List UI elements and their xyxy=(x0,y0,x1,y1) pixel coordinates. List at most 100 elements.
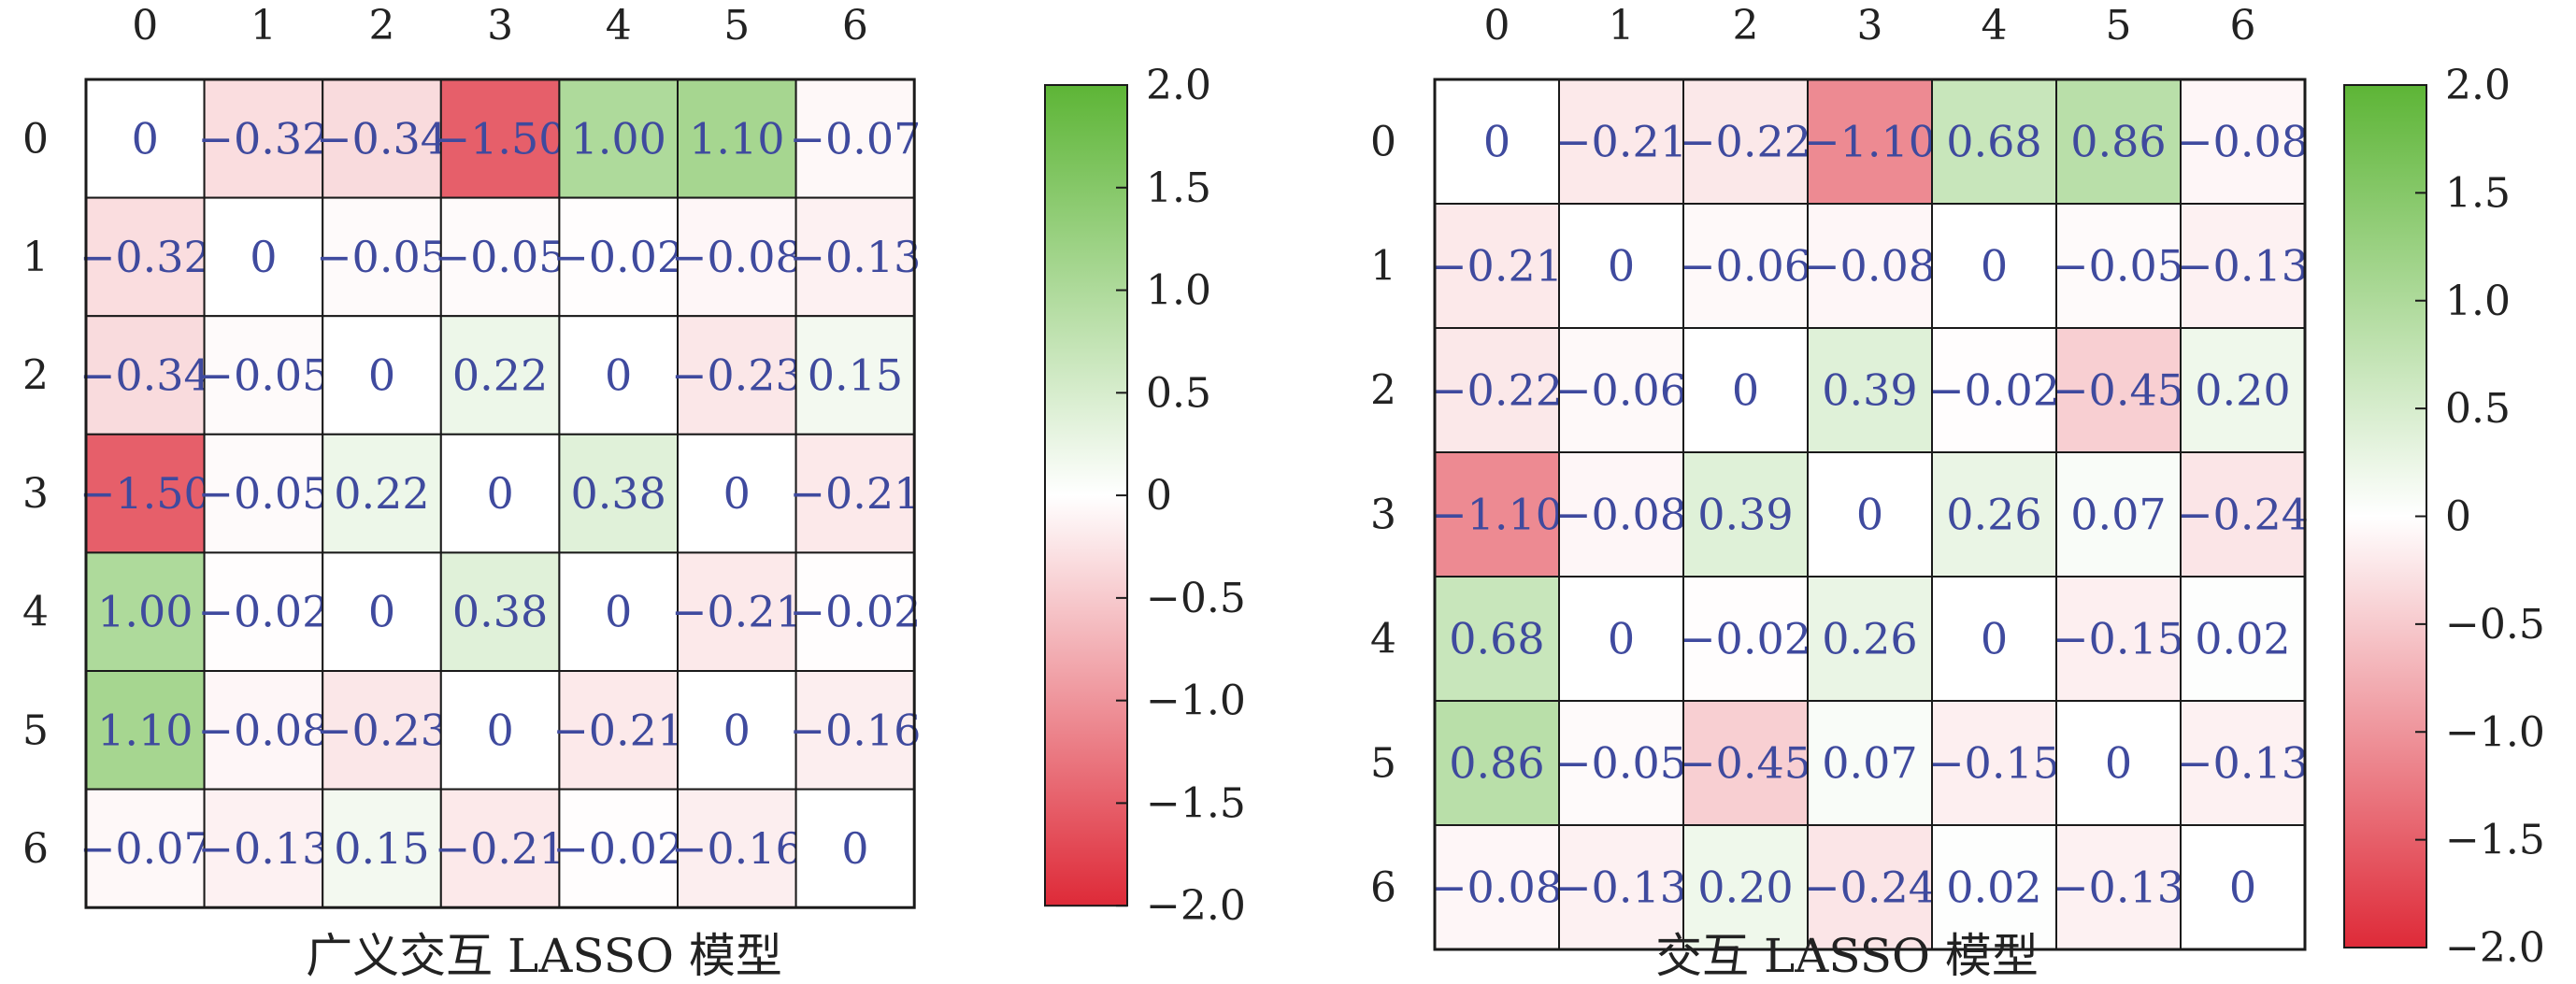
cell-value-label: −0.24 xyxy=(1804,863,1936,913)
y-tick-label: 0 xyxy=(1370,119,1396,166)
cell-value-label: −0.45 xyxy=(1680,738,1811,789)
cell-value-label: −0.13 xyxy=(197,823,329,874)
heatmap-cell xyxy=(1931,824,2057,950)
colorbar-tick-label: 1.5 xyxy=(2445,169,2511,217)
cell-value-label: −0.02 xyxy=(552,823,684,874)
heatmap-cell xyxy=(794,433,916,554)
cell-value-label: −1.10 xyxy=(1804,117,1936,167)
cell-value-label: 0 xyxy=(841,823,868,874)
cell-value-label: 0.15 xyxy=(334,823,429,874)
cell-value-label: 0 xyxy=(1732,365,1759,416)
cell-value-label: −0.02 xyxy=(197,587,329,637)
cell-value-label: 0.26 xyxy=(1822,614,1917,664)
colorbar-tick-label: −2.0 xyxy=(1146,882,1246,930)
heatmap-cell xyxy=(1682,203,1809,329)
cell-value-label: −0.23 xyxy=(316,705,448,755)
heatmap-cell xyxy=(203,78,324,199)
heatmap-cell xyxy=(794,315,916,435)
heatmap-cell xyxy=(558,315,680,435)
cell-value-label: 0.68 xyxy=(1946,117,2041,167)
heatmap-cell xyxy=(1807,451,1933,578)
x-tick-label: 5 xyxy=(2106,2,2132,50)
y-tick-label: 6 xyxy=(1370,864,1396,912)
cell-value-label: 0 xyxy=(2229,863,2256,913)
cell-value-label: 0.20 xyxy=(1697,863,1793,913)
cell-value-label: −0.02 xyxy=(1928,365,2060,416)
colorbar-tick-label: 1.0 xyxy=(1146,267,1211,315)
cell-value-label: −0.34 xyxy=(79,350,211,401)
cell-value-label: 0 xyxy=(1981,241,2008,292)
heatmap-cell xyxy=(1807,824,1933,950)
y-tick-label: 0 xyxy=(22,115,49,163)
cell-value-label: 0.68 xyxy=(1449,614,1544,664)
cell-value-label: 0 xyxy=(1608,241,1635,292)
cell-value-label: 0.86 xyxy=(1449,738,1544,789)
colorbar-tick-label: −1.5 xyxy=(2445,817,2545,864)
cell-value-label: 0.39 xyxy=(1697,490,1793,540)
cell-value-label: 0.86 xyxy=(2070,117,2166,167)
heatmap-cell xyxy=(1682,78,1809,205)
y-tick-label: 5 xyxy=(22,706,49,754)
cell-value-label: −1.50 xyxy=(79,468,211,519)
heatmap-left: 0 −0.32−0.34−1.50 1.00 1.10 −0.07−0.32 0 −0.05… xyxy=(22,2,1246,983)
cell-value-label: 1.10 xyxy=(97,705,193,755)
cell-value-label: −0.21 xyxy=(435,823,566,874)
heatmap-cell xyxy=(1807,203,1933,329)
heatmap-cell xyxy=(2055,203,2182,329)
cell-value-label: 0.15 xyxy=(808,350,903,401)
cell-value-label: −0.08 xyxy=(1431,863,1563,913)
chart-title: 广义交互 LASSO 模型 xyxy=(306,929,782,983)
x-tick-label: 5 xyxy=(723,2,750,50)
cell-value-label: −0.32 xyxy=(79,232,211,282)
heatmap-cell xyxy=(1807,78,1933,205)
heatmap-cell xyxy=(2180,824,2306,950)
heatmap-cell xyxy=(794,196,916,318)
cell-value-label: −0.02 xyxy=(789,587,921,637)
heatmap-cell xyxy=(1682,700,1809,826)
cell-value-label: 0 xyxy=(368,587,395,637)
heatmap-cell xyxy=(677,788,797,909)
cell-value-label: 0 xyxy=(605,587,632,637)
heatmap-cell xyxy=(2055,576,2182,702)
cell-value-label: −0.05 xyxy=(316,232,448,282)
cell-value-label: −0.13 xyxy=(789,232,921,282)
heatmap-cell xyxy=(794,788,916,909)
x-tick-label: 1 xyxy=(250,2,277,50)
cell-value-label: −0.15 xyxy=(1928,738,2060,789)
cell-value-label: 0 xyxy=(1856,490,1883,540)
heatmap-cell xyxy=(322,196,442,318)
cell-value-label: 0.07 xyxy=(1822,738,1917,789)
heatmap-cell xyxy=(439,315,561,435)
cell-value-label: −0.21 xyxy=(1555,117,1687,167)
cell-value-label: −0.05 xyxy=(197,468,329,519)
cell-value-label: 0 xyxy=(1608,614,1635,664)
y-tick-label: 1 xyxy=(22,234,49,281)
heatmap-cell xyxy=(85,551,206,673)
cell-value-label: −0.16 xyxy=(789,705,921,755)
cell-value-label: 0 xyxy=(486,468,513,519)
colorbar xyxy=(2343,84,2427,948)
cell-value-label: −0.32 xyxy=(197,113,329,164)
heatmap-cell xyxy=(439,78,561,199)
y-tick-label: 3 xyxy=(1370,492,1396,539)
heatmap-cell xyxy=(1931,451,2057,578)
heatmap-right: 0 −0.21−0.22−1.10 0.68 0.86 −0.08−0.21 0 −0.06… xyxy=(1370,2,2545,983)
cell-value-label: −0.08 xyxy=(1804,241,1936,292)
colorbar-tick-label: 2.0 xyxy=(1146,62,1211,109)
cell-value-label: −0.02 xyxy=(552,232,684,282)
heatmap-cell xyxy=(85,670,206,791)
cell-value-label: 1.00 xyxy=(570,113,665,164)
chart-title: 交互 LASSO 模型 xyxy=(1655,929,2039,983)
x-tick-label: 4 xyxy=(606,2,632,50)
x-tick-label: 4 xyxy=(1982,2,2008,50)
cell-value-label: 0 xyxy=(1981,614,2008,664)
cell-value-label: 0 xyxy=(723,468,751,519)
cell-value-label: −0.22 xyxy=(1431,365,1563,416)
colorbar xyxy=(1044,84,1128,907)
colorbar-tick-label: −1.5 xyxy=(1146,779,1246,827)
heatmap-border xyxy=(1433,78,2307,951)
cell-value-label: −0.22 xyxy=(1680,117,1811,167)
heatmap-cell xyxy=(558,670,680,791)
cell-value-label: 0.22 xyxy=(334,468,429,519)
cell-value-label: −0.21 xyxy=(671,587,803,637)
